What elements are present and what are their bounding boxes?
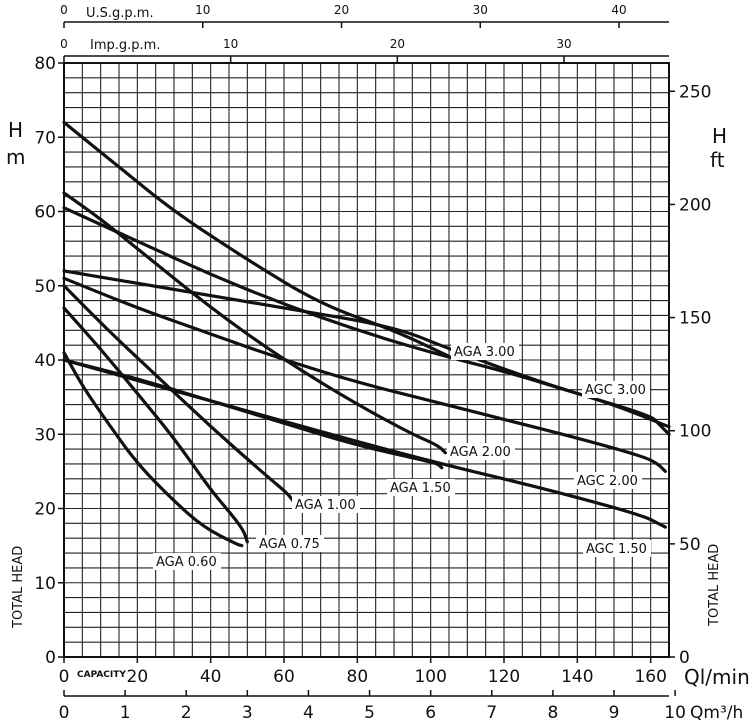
left-tick-label: 10 bbox=[34, 574, 56, 594]
flow-tick-label: 80 bbox=[347, 667, 369, 687]
curve-label-agc-3-00: AGC 3.00 bbox=[585, 383, 646, 398]
left-axis-symbol: H bbox=[8, 118, 23, 142]
m3h-tick-label: 8 bbox=[547, 703, 558, 723]
curve-label-aga-1-00: AGA 1.00 bbox=[295, 498, 356, 513]
curve-label-agc-1-50: AGC 1.50 bbox=[586, 542, 647, 557]
m3h-tick-label: 1 bbox=[120, 703, 131, 723]
m3h-tick-label: 5 bbox=[364, 703, 375, 723]
curve-label-aga-3-00: AGA 3.00 bbox=[454, 345, 515, 360]
curve-aga-1-00 bbox=[62, 284, 295, 503]
bottom-m3h-unit: Qm³/h bbox=[690, 703, 743, 723]
curve-label-aga-1-50: AGA 1.50 bbox=[390, 481, 451, 496]
curve-label-aga-0-75: AGA 0.75 bbox=[259, 537, 320, 552]
curve-aga-0-60 bbox=[62, 351, 244, 548]
flow-tick-label: 0 bbox=[59, 667, 70, 687]
flow-tick-label: 20 bbox=[127, 667, 149, 687]
left-tick-label: 50 bbox=[34, 277, 56, 297]
right-tick-label: 50 bbox=[679, 535, 701, 555]
m3h-tick-label: 3 bbox=[242, 703, 253, 723]
curve-agc-2-00 bbox=[62, 276, 667, 473]
usgpm-tick-label: 40 bbox=[611, 3, 626, 17]
flow-tick-label: 100 bbox=[414, 667, 446, 687]
right-tick-label: 100 bbox=[679, 422, 711, 442]
usgpm-tick-label: 20 bbox=[334, 3, 349, 17]
curve-label-bg bbox=[387, 479, 455, 496]
curve-label-agc-2-00: AGC 2.00 bbox=[577, 474, 638, 489]
impgpm-tick-label: 0 bbox=[60, 37, 68, 51]
curve-agc-3-00 bbox=[62, 206, 671, 436]
curve-label-bg bbox=[153, 553, 221, 570]
left-tick-label: 30 bbox=[34, 425, 56, 445]
impgpm-tick-label: 10 bbox=[223, 37, 238, 51]
left-axis-unit: m bbox=[6, 145, 25, 169]
left-tick-label: 0 bbox=[45, 648, 56, 668]
curve-label-bg bbox=[447, 443, 515, 460]
left-tick-label: 70 bbox=[34, 128, 56, 148]
curve-agc-1-50 bbox=[62, 358, 667, 529]
flow-tick-label: 120 bbox=[488, 667, 520, 687]
curve-label-aga-0-60: AGA 0.60 bbox=[156, 555, 217, 570]
right-tick-label: 0 bbox=[679, 648, 690, 668]
left-tick-label: 80 bbox=[34, 54, 56, 74]
curve-aga-2-00 bbox=[62, 191, 447, 455]
impgpm-tick-label: 30 bbox=[556, 37, 571, 51]
flow-tick-label: 160 bbox=[634, 667, 666, 687]
flow-tick-label: 60 bbox=[273, 667, 295, 687]
left-tick-label: 60 bbox=[34, 203, 56, 223]
curve-aga-0-75 bbox=[62, 306, 249, 544]
usgpm-tick-label: 30 bbox=[473, 3, 488, 17]
curve-9 bbox=[62, 269, 671, 429]
right-axis-symbol: H bbox=[712, 124, 727, 148]
curve-label-bg bbox=[583, 540, 651, 557]
curve-labels: AGA 0.60 AGA 0.75 AGA 1.00 AGA 1.50 AGA 2.00… bbox=[153, 343, 651, 570]
bottom-flow-unit: Ql/min bbox=[684, 665, 750, 689]
left-tick-label: 40 bbox=[34, 351, 56, 371]
flow-tick-label: 40 bbox=[200, 667, 222, 687]
curve-label-bg bbox=[451, 343, 519, 360]
m3h-tick-label: 6 bbox=[425, 703, 436, 723]
right-tick-label: 150 bbox=[679, 309, 711, 329]
right-tick-label: 250 bbox=[679, 82, 711, 102]
m3h-tick-label: 2 bbox=[181, 703, 192, 723]
m3h-tick-label: 10 bbox=[664, 703, 686, 723]
m3h-tick-label: 9 bbox=[609, 703, 620, 723]
bottom-flow-name: CAPACITY bbox=[77, 670, 126, 680]
top-impgpm-unit: Imp.g.p.m. bbox=[90, 38, 160, 53]
m3h-tick-label: 4 bbox=[303, 703, 314, 723]
usgpm-tick-label: 10 bbox=[195, 3, 210, 17]
m3h-tick-label: 0 bbox=[59, 703, 70, 723]
curve-label-bg bbox=[582, 381, 650, 398]
left-tick-label: 20 bbox=[34, 500, 56, 520]
usgpm-tick-label: 0 bbox=[60, 3, 68, 17]
curve-aga-3-00 bbox=[62, 120, 451, 358]
left-axis-name: TOTAL HEAD bbox=[11, 546, 26, 629]
m3h-tick-label: 7 bbox=[486, 703, 497, 723]
curve-label-bg bbox=[292, 496, 360, 513]
curve-label-bg bbox=[574, 472, 642, 489]
right-axis-name: TOTAL HEAD bbox=[707, 544, 722, 627]
right-tick-label: 200 bbox=[679, 195, 711, 215]
curve-label-aga-2-00: AGA 2.00 bbox=[450, 445, 511, 460]
top-usgpm-unit: U.S.g.p.m. bbox=[86, 6, 154, 21]
curves bbox=[62, 120, 671, 548]
flow-tick-label: 140 bbox=[561, 667, 593, 687]
curve-label-bg bbox=[256, 535, 324, 552]
impgpm-tick-label: 20 bbox=[390, 37, 405, 51]
right-axis-unit: ft bbox=[710, 148, 725, 172]
